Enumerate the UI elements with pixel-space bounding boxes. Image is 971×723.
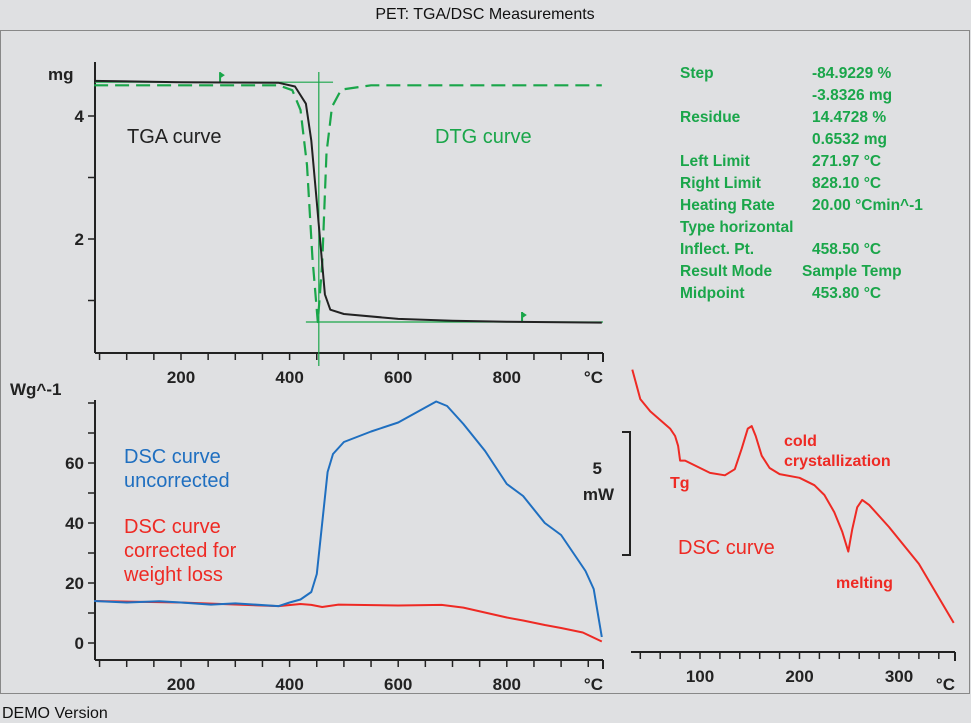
tga-y-tick-label: 2	[75, 230, 84, 249]
result-label: Type horizontal	[680, 219, 793, 236]
result-value: 271.97 °C	[812, 153, 881, 170]
result-label: Result Mode	[680, 263, 773, 280]
pet-dsc-x-tick-label: 300	[885, 667, 913, 686]
pet-dsc-x-tick-label: 100	[686, 667, 714, 686]
result-label: Step	[680, 65, 714, 82]
cold-crystallization-label: cold crystallization	[784, 433, 891, 470]
result-value: 20.00 °Cmin^-1	[812, 197, 923, 214]
result-label: Inflect. Pt.	[680, 241, 754, 258]
dsc-x-tick-label: 800	[493, 675, 521, 694]
result-value: 828.10 °C	[812, 175, 881, 192]
result-value: Sample Temp	[802, 263, 902, 280]
limit-marker	[219, 72, 225, 83]
pet-dsc-x-tick-label: 200	[785, 667, 813, 686]
dsc-y-axis-label: Wg^-1	[10, 380, 61, 399]
dsc-y-tick-label: 40	[65, 514, 84, 533]
tga-x-tick-label: 200	[167, 368, 195, 387]
window-title: PET: TGA/DSC Measurements	[375, 6, 594, 23]
tga-curve-label: TGA curve	[127, 126, 221, 148]
scale-bar	[622, 431, 631, 556]
legend-dsc-corrected: DSC curve corrected for weight loss	[123, 516, 237, 586]
result-value: -3.8326 mg	[812, 87, 892, 104]
dsc-pet-x-axis-unit: °C	[936, 675, 955, 694]
tga-y-tick-label: 4	[75, 107, 85, 126]
result-label: Right Limit	[680, 175, 761, 192]
tga-x-tick-label: 800	[493, 368, 521, 387]
pet-dsc-curve-line	[631, 369, 955, 624]
dsc-y-tick-label: 20	[65, 574, 84, 593]
dsc-y-tick-label: 0	[75, 634, 84, 653]
dsc-corrected-line	[94, 600, 603, 643]
melting-label: melting	[836, 575, 893, 592]
tga-curve-line	[94, 79, 602, 324]
scale-bar-unit: mW	[583, 485, 615, 504]
plot-frame	[0, 30, 970, 694]
dsc-uncorrected-line	[94, 400, 603, 638]
result-label: Left Limit	[680, 153, 750, 170]
scale-bar-value: 5	[593, 459, 602, 478]
result-value: 0.6532 mg	[812, 131, 887, 148]
dsc-x-tick-label: 600	[384, 675, 412, 694]
result-label: Heating Rate	[680, 197, 775, 214]
dtg-curve-line	[94, 84, 602, 324]
evaluation-results: Step -84.9229 % -3.8326 mg Residue 14.4728 %…	[680, 65, 923, 302]
demo-version-label: DEMO Version	[2, 705, 108, 722]
tga-x-tick-label: 600	[384, 368, 412, 387]
result-value: 14.4728 %	[812, 109, 886, 126]
result-label: Midpoint	[680, 285, 745, 302]
dtg-curve-label: DTG curve	[435, 126, 532, 148]
dsc-y-tick-label: 60	[65, 454, 84, 473]
tga-x-axis-unit: °C	[584, 368, 603, 387]
result-value: -84.9229 %	[812, 65, 891, 82]
dsc-curve-label: DSC curve	[678, 537, 775, 559]
tga-y-axis-label: mg	[48, 65, 74, 84]
dsc-x-tick-label: 400	[275, 675, 303, 694]
tga-x-tick-label: 400	[275, 368, 303, 387]
legend-dsc-uncorrected-line1: DSC curve uncorrected	[124, 446, 230, 492]
result-value: 458.50 °C	[812, 241, 881, 258]
result-label: Residue	[680, 109, 741, 126]
dsc-x-axis-unit: °C	[584, 675, 603, 694]
result-value: 453.80 °C	[812, 285, 881, 302]
tg-label: Tg	[670, 475, 690, 492]
limit-marker	[521, 312, 527, 323]
dsc-x-tick-label: 200	[167, 675, 195, 694]
